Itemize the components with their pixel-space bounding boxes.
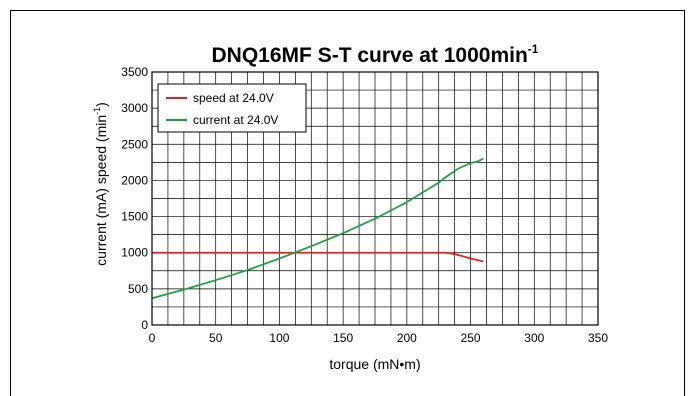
y-tick-label: 2500 xyxy=(121,137,148,151)
y-tick-label: 500 xyxy=(128,282,148,296)
legend-label-speed: speed at 24.0V xyxy=(193,91,274,105)
chart-frame xyxy=(10,10,685,396)
series-line-current xyxy=(151,157,484,300)
legend-label-current: current at 24.0V xyxy=(193,113,278,127)
x-tick-label: 250 xyxy=(461,331,481,345)
x-axis-title: torque (mN•m) xyxy=(329,356,420,372)
x-tick-label: 150 xyxy=(333,331,353,345)
x-tick-label: 50 xyxy=(209,331,223,345)
y-tick-label: 1000 xyxy=(121,246,148,260)
x-tick-label: 100 xyxy=(269,331,289,345)
y-tick-label: 1500 xyxy=(121,210,148,224)
legend-box xyxy=(157,83,307,133)
legend: speed at 24.0V current at 24.0V xyxy=(157,83,307,133)
x-tick-label: 300 xyxy=(524,331,544,345)
series-line-speed xyxy=(152,251,484,263)
y-tick-labels: 0 500 1000 1500 2000 2500 3000 3500 xyxy=(121,65,148,332)
x-tick-label: 200 xyxy=(397,331,417,345)
y-tick-label: 3500 xyxy=(121,65,148,79)
x-tick-label: 0 xyxy=(149,331,156,345)
y-tick-label: 0 xyxy=(141,318,148,332)
x-tick-labels: 0 50 100 150 200 250 300 350 xyxy=(149,331,609,345)
series-layer xyxy=(151,157,484,300)
plot-border xyxy=(151,71,599,326)
y-tick-label: 2000 xyxy=(121,173,148,187)
x-tick-label: 350 xyxy=(588,331,608,345)
chart-title: DNQ16MF S-T curve at 1000min-1 xyxy=(212,42,539,67)
y-axis-title: current (mA) speed (min-1) xyxy=(92,102,109,266)
y-tick-label: 3000 xyxy=(121,101,148,115)
